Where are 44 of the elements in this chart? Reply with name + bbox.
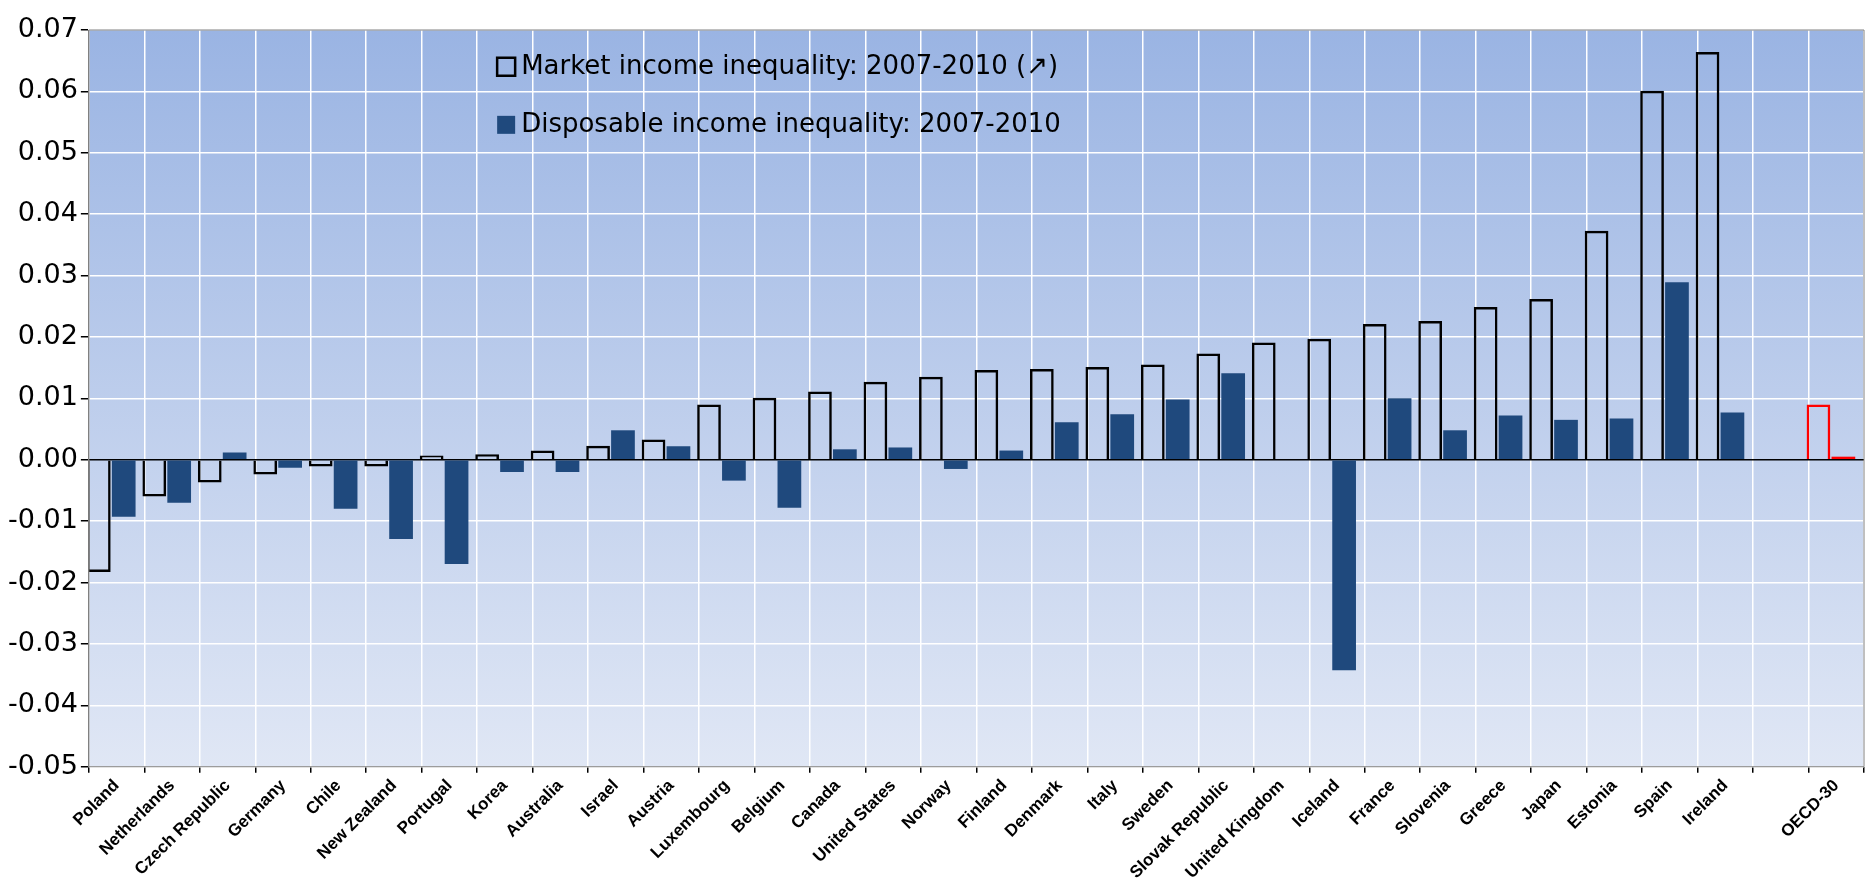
bar xyxy=(1387,398,1412,459)
bar xyxy=(943,460,968,469)
bar xyxy=(1054,422,1079,459)
y-tick-label: -0.02 xyxy=(7,564,78,596)
bar xyxy=(333,460,358,509)
bar xyxy=(1443,430,1467,459)
bar xyxy=(444,460,469,565)
bar xyxy=(500,460,524,473)
bar xyxy=(833,449,857,459)
y-tick-label: 0.02 xyxy=(17,318,78,350)
y-tick-label: 0.01 xyxy=(17,380,78,412)
bar xyxy=(1221,373,1246,459)
bar xyxy=(777,460,802,508)
y-tick-label: 0.07 xyxy=(17,12,78,44)
bar xyxy=(666,446,691,459)
bar xyxy=(1165,399,1190,459)
bar xyxy=(389,460,413,539)
legend-label: Disposable income inequality: 2007-2010 xyxy=(521,107,1061,138)
y-tick-label: 0.06 xyxy=(17,73,78,105)
y-tick-label: -0.05 xyxy=(7,748,78,780)
bar xyxy=(1498,415,1523,459)
bar xyxy=(722,460,746,481)
bar xyxy=(555,460,580,473)
y-tick-label: -0.03 xyxy=(7,625,78,657)
bar xyxy=(1720,412,1745,459)
y-tick-label: -0.01 xyxy=(7,503,78,535)
y-tick-label: 0.00 xyxy=(17,441,78,473)
bar xyxy=(999,450,1024,459)
bar xyxy=(222,452,247,459)
bar xyxy=(1554,419,1578,459)
bar xyxy=(611,430,635,459)
legend-label: Market income inequality: 2007-2010 (↗) xyxy=(521,49,1059,80)
bar xyxy=(1110,414,1135,459)
bar xyxy=(1332,460,1356,671)
bar xyxy=(1609,418,1634,459)
bar xyxy=(888,447,913,459)
bar xyxy=(278,460,302,468)
y-tick-label: 0.04 xyxy=(17,196,78,228)
bar xyxy=(167,460,192,503)
bar xyxy=(1665,282,1689,459)
y-tick-label: 0.05 xyxy=(17,134,78,166)
bar xyxy=(111,460,136,517)
y-tick-label: -0.04 xyxy=(7,687,78,719)
y-tick-label: 0.03 xyxy=(17,257,78,289)
